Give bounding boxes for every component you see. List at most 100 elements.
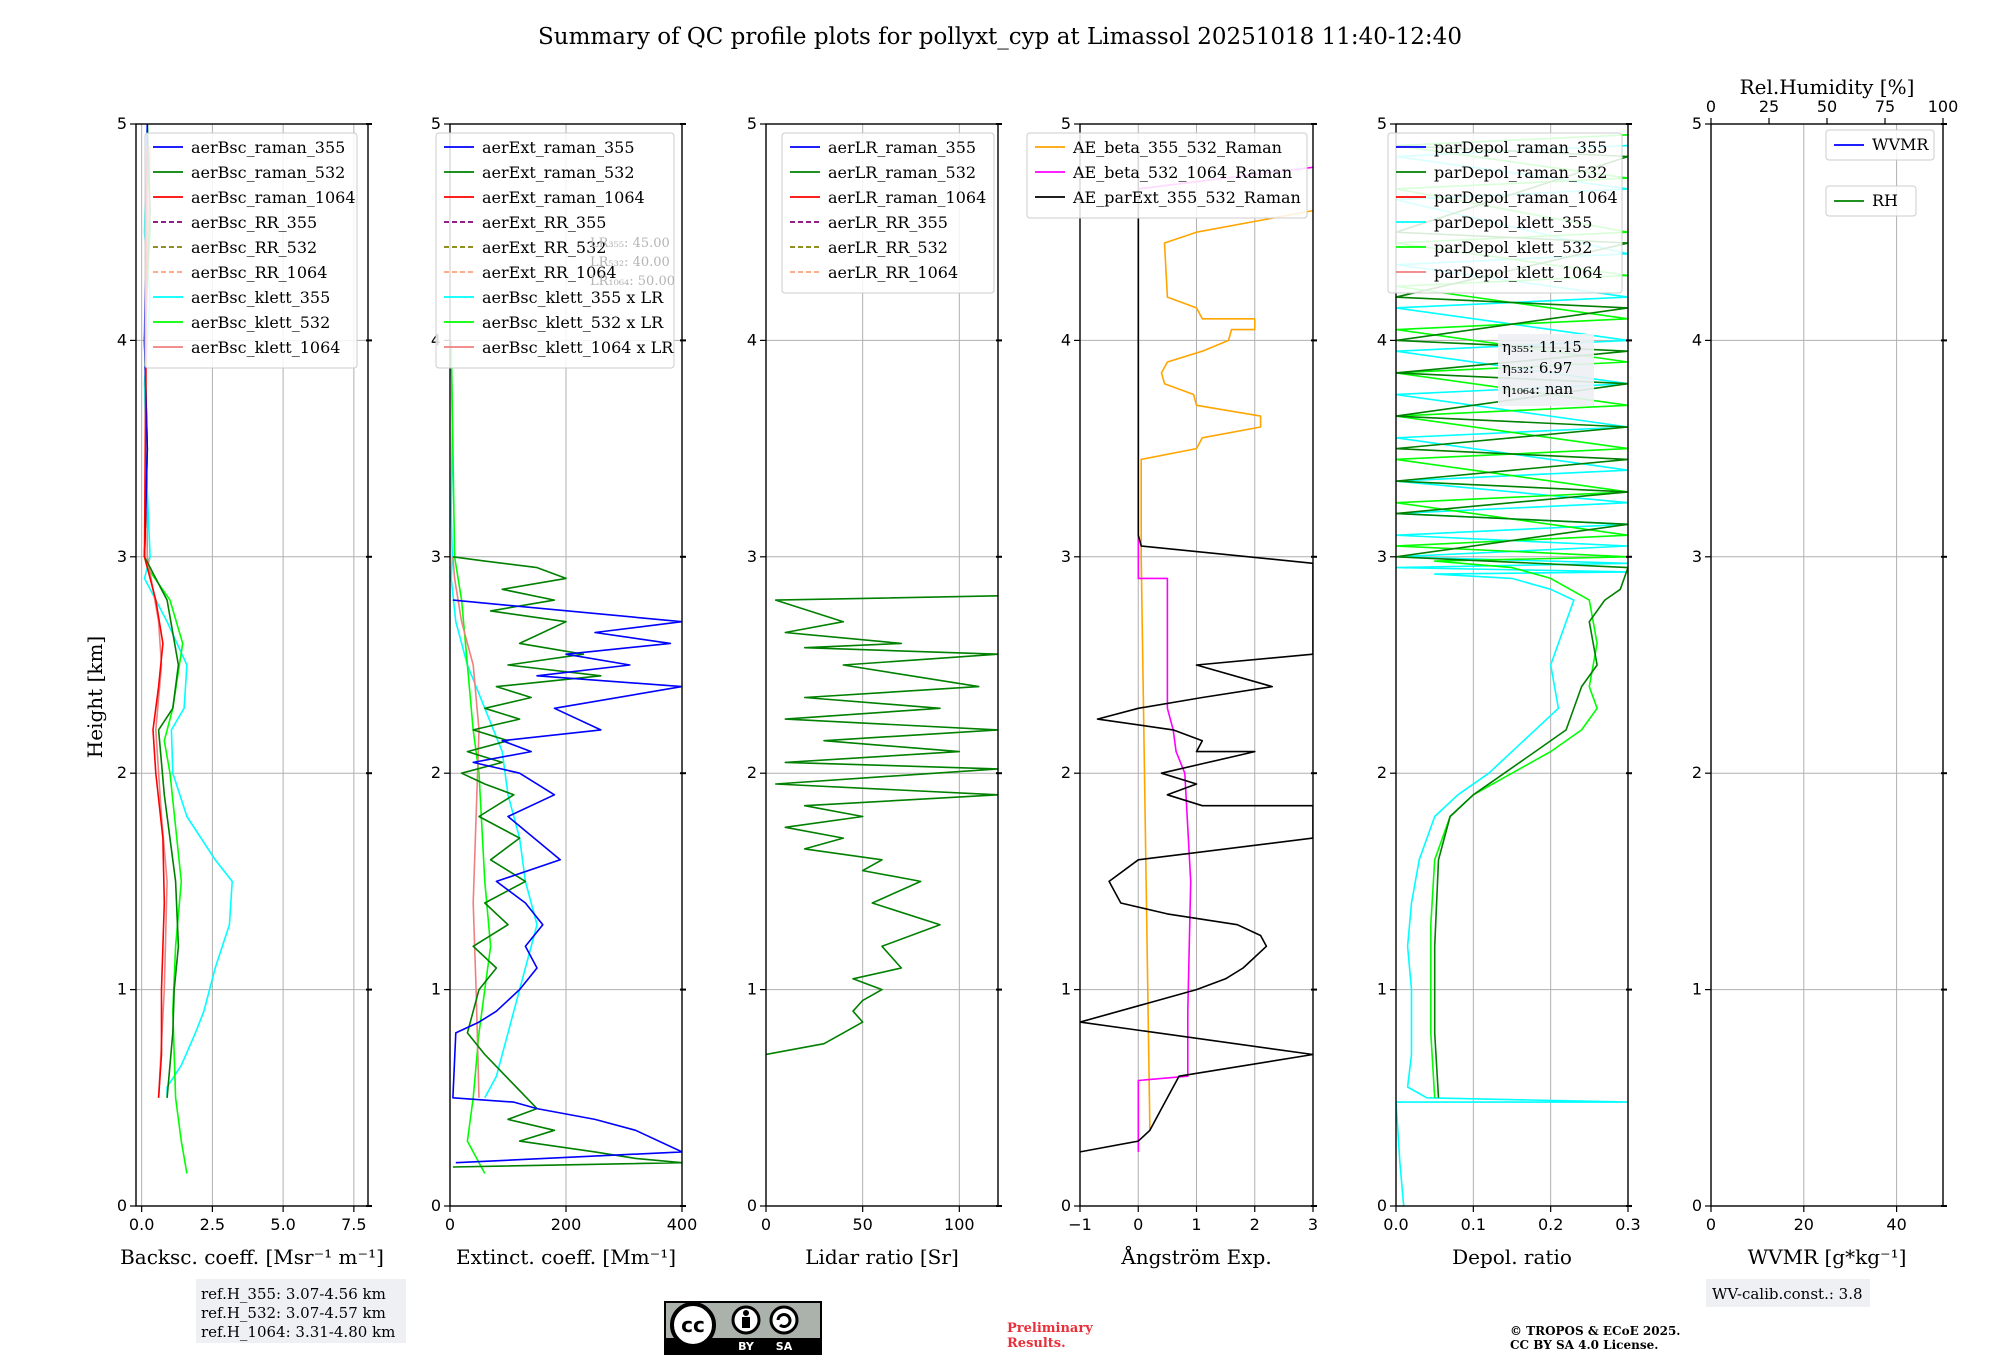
legend-label: parDepol_klett_1064 (1434, 263, 1603, 282)
legend-label: aerBsc_klett_355 (191, 288, 330, 307)
cc-by-sa-badge[interactable]: cc BY SA (664, 1301, 822, 1355)
wv-calibration-box: WV-calib.const.: 3.8 (1706, 1279, 1870, 1307)
ref-height-355: ref.H_355: 3.07-4.56 km (201, 1285, 386, 1303)
y-tick-label: 0 (1692, 1196, 1702, 1215)
y-tick-label: 1 (1692, 980, 1702, 999)
series-group (1396, 134, 1628, 1206)
series-group (450, 340, 682, 1174)
legend-label: aerBsc_klett_532 x LR (482, 313, 664, 332)
legend-label: WVMR (1872, 135, 1929, 154)
y-tick-label: 0 (117, 1196, 127, 1215)
x-tick-label: 2 (1250, 1215, 1260, 1234)
y-tick-label: 3 (431, 547, 441, 566)
series-group (1080, 145, 1313, 1153)
x-tick-label: 0.0 (129, 1215, 154, 1234)
legend-box: WVMR (1825, 129, 1935, 161)
legend-label: aerBsc_klett_1064 x LR (482, 338, 674, 357)
y-tick-label: 1 (1061, 980, 1071, 999)
legend-label: aerExt_RR_1064 (482, 263, 617, 282)
legend-label: aerBsc_klett_355 x LR (482, 288, 664, 307)
y-tick-label: 5 (1377, 114, 1387, 133)
series-line-pardepol-klett-355 (1396, 144, 1628, 1206)
x-tick-label: 0.3 (1615, 1215, 1640, 1234)
y-tick-label: 4 (1692, 330, 1702, 349)
eta-note-line: η₅₃₂: 6.97 (1502, 359, 1572, 377)
cc-by-label: BY (738, 1340, 755, 1353)
y-tick-label: 2 (117, 763, 127, 782)
legend-label: aerBsc_RR_532 (191, 238, 317, 257)
legend-label: aerBsc_RR_1064 (191, 263, 327, 282)
legend-label: aerExt_raman_1064 (482, 188, 645, 207)
x-axis-label: Depol. ratio (1452, 1245, 1572, 1269)
plot-frame (1710, 123, 1944, 1207)
series-line-aerbsc-raman-1064 (143, 145, 166, 1098)
series-line-aerbsc-klett-1064-x-lr (452, 556, 480, 1098)
x-tick-label: 0.2 (1538, 1215, 1563, 1234)
y-axis-label: Height [km] (83, 636, 107, 758)
top-x-tick-label: 25 (1759, 97, 1779, 116)
legend-label: aerBsc_raman_532 (191, 163, 345, 182)
by-person-body (742, 1317, 750, 1328)
cc-icon-label: cc (681, 1313, 705, 1337)
legend-box: AE_beta_355_532_Raman AE_beta_532_1064_Ra… (1026, 132, 1308, 219)
series-line-pardepol-klett-532 (1396, 134, 1628, 1098)
y-tick-label: 5 (431, 114, 441, 133)
legend-box: RH (1825, 185, 1917, 217)
x-tick-label: 0.0 (1383, 1215, 1408, 1234)
legend-label: aerBsc_raman_1064 (191, 188, 356, 207)
y-tick-label: 0 (1061, 1196, 1071, 1215)
y-tick-label: 2 (1377, 763, 1387, 782)
x-tick-label: 50 (852, 1215, 872, 1234)
legend-label: aerExt_raman_532 (482, 163, 635, 182)
x-tick-label: 20 (1794, 1215, 1814, 1234)
legend-label: parDepol_raman_532 (1434, 163, 1607, 182)
cc-icon (670, 1302, 716, 1348)
legend-label: aerLR_RR_1064 (828, 263, 958, 282)
x-tick-label: 40 (1886, 1215, 1906, 1234)
legend-label: aerLR_RR_532 (828, 238, 948, 257)
plot-frame (135, 123, 369, 1207)
x-tick-label: 100 (944, 1215, 975, 1234)
series-line-aerext-raman-355 (452, 599, 682, 1164)
legend-label: aerLR_raman_355 (828, 138, 976, 157)
y-tick-label: 1 (431, 980, 441, 999)
wv-calibration-const: WV-calib.const.: 3.8 (1712, 1285, 1863, 1303)
legend-label: aerExt_RR_532 (482, 238, 606, 257)
sa-share-arrow (776, 1313, 792, 1328)
series-line-ae-beta-355-532-raman (1140, 209, 1313, 1131)
legend-label: aerBsc_klett_532 (191, 313, 330, 332)
x-tick-label: 400 (667, 1215, 698, 1234)
panel-wvmr: 0 20 40 0 1 2 3 4 5 WVMR [g*kg⁻¹] 0 25 50 75 100 Rel.Hu… (1692, 75, 1958, 1269)
series-group (143, 124, 233, 1174)
series-group (766, 595, 998, 1056)
legend-frame (1026, 132, 1308, 219)
figure-title: Summary of QC profile plots for pollyxt_… (538, 24, 1462, 50)
ref-height-1064: ref.H_1064: 3.31-4.80 km (201, 1323, 395, 1341)
preliminary-line-1: Preliminary (1007, 1321, 1093, 1336)
sa-share-icon (769, 1305, 799, 1335)
panel-depol: 0.0 0.1 0.2 0.3 0 1 2 3 4 5 Depol. ratio parDepol_r… (1377, 114, 1641, 1269)
x-tick-label: 3 (1308, 1215, 1318, 1234)
x-axis-label: Backsc. coeff. [Msr⁻¹ m⁻¹] (120, 1245, 384, 1269)
y-tick-label: 2 (431, 763, 441, 782)
legend-box: aerBsc_raman_355 aerBsc_raman_532 aerBsc_r… (144, 132, 358, 369)
x-tick-label: 7.5 (341, 1215, 366, 1234)
legend-label: parDepol_raman_1064 (1434, 188, 1618, 207)
y-tick-label: 1 (1377, 980, 1387, 999)
wv-calibration-box-bg (1706, 1279, 1870, 1307)
y-tick-label: 2 (1061, 763, 1071, 782)
x-tick-label: 0 (1706, 1215, 1716, 1234)
eta-note-line: η₃₅₅: 11.15 (1502, 338, 1582, 356)
top-x-tick-label: 100 (1928, 97, 1959, 116)
y-tick-label: 4 (1377, 330, 1387, 349)
series-line-aerlr-raman-532 (766, 595, 998, 1056)
panel-backscatter: 0.0 2.5 5.0 7.5 0 1 2 3 4 5 Backsc. coeff. [Msr⁻¹ … (117, 114, 384, 1269)
copyright-line-1: © TROPOS & ECoE 2025. (1510, 1324, 1680, 1338)
panel-lidar-ratio: 0 50 100 0 1 2 3 4 5 Lidar ratio [Sr] aerLR_raman_… (747, 114, 1002, 1269)
y-tick-label: 4 (747, 330, 757, 349)
lidar-ratio-note: LR₃₅₅: 45.00 (590, 236, 670, 251)
y-tick-label: 3 (1061, 547, 1071, 566)
x-tick-label: 0 (445, 1215, 455, 1234)
